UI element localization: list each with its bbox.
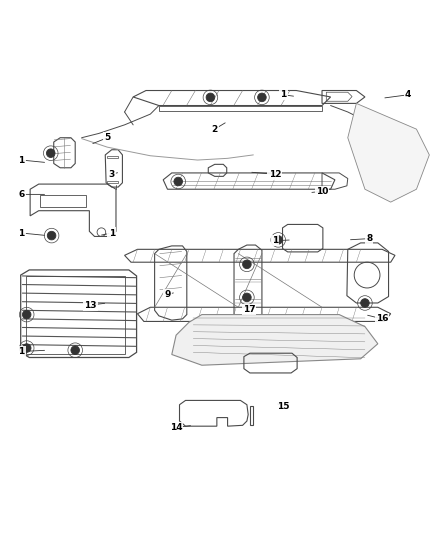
Circle shape bbox=[206, 93, 215, 102]
Text: 14: 14 bbox=[170, 423, 182, 432]
Polygon shape bbox=[348, 103, 429, 202]
Circle shape bbox=[174, 177, 183, 186]
Circle shape bbox=[46, 149, 55, 157]
Text: 10: 10 bbox=[316, 187, 328, 196]
Circle shape bbox=[274, 236, 283, 244]
Text: 13: 13 bbox=[84, 301, 96, 310]
Text: 17: 17 bbox=[243, 305, 255, 314]
Text: 6: 6 bbox=[18, 190, 25, 199]
Text: 8: 8 bbox=[366, 234, 372, 243]
Text: 1: 1 bbox=[18, 156, 25, 165]
Text: 15: 15 bbox=[277, 401, 290, 410]
Circle shape bbox=[22, 344, 31, 352]
Circle shape bbox=[71, 346, 80, 354]
Text: 1: 1 bbox=[18, 229, 25, 238]
Text: 1: 1 bbox=[109, 229, 115, 238]
Text: 5: 5 bbox=[104, 133, 110, 142]
Text: 1: 1 bbox=[272, 236, 278, 245]
Text: 2: 2 bbox=[212, 125, 218, 134]
Circle shape bbox=[243, 260, 251, 269]
Polygon shape bbox=[172, 314, 378, 365]
Text: 1: 1 bbox=[18, 347, 25, 356]
Text: 3: 3 bbox=[109, 169, 115, 179]
Circle shape bbox=[47, 231, 56, 240]
Text: 4: 4 bbox=[405, 90, 411, 99]
Text: 9: 9 bbox=[164, 290, 171, 299]
Circle shape bbox=[360, 298, 369, 308]
Circle shape bbox=[258, 93, 266, 102]
Text: 1: 1 bbox=[280, 90, 286, 99]
Circle shape bbox=[22, 310, 31, 319]
Text: 12: 12 bbox=[268, 169, 281, 179]
Text: 16: 16 bbox=[376, 314, 389, 324]
Circle shape bbox=[243, 293, 251, 302]
